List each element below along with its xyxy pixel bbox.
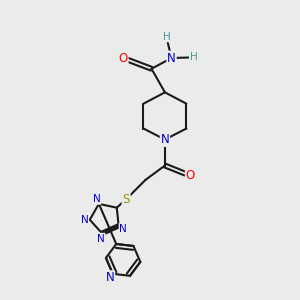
Text: N: N [119,224,127,233]
Text: N: N [80,215,88,225]
Text: H: H [190,52,197,62]
Text: O: O [186,169,195,182]
Text: N: N [160,133,169,146]
Text: N: N [106,271,114,284]
Text: N: N [93,194,101,204]
Text: N: N [97,233,105,244]
Text: H: H [163,32,170,41]
Text: O: O [118,52,128,65]
Text: S: S [122,193,130,206]
Text: N: N [167,52,176,64]
